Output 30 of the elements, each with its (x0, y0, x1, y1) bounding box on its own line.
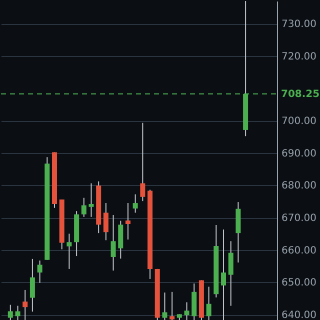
y-tick-label: 680.00 (282, 180, 316, 192)
candlestick (184, 302, 190, 320)
y-tick-label: 660.00 (282, 245, 316, 256)
y-tick-label: 690.00 (282, 148, 316, 160)
candlestick (88, 182, 94, 218)
y-tick-label: 670.00 (282, 213, 316, 224)
y-tick-label: 720.00 (282, 51, 316, 62)
candlestick (170, 291, 175, 320)
ref-line-label: 708.25 (281, 88, 320, 100)
candlestick (15, 305, 20, 320)
candlestick (81, 197, 86, 218)
y-tick-label: 650.00 (282, 278, 316, 289)
candlestick (30, 258, 35, 312)
candlestick (103, 202, 108, 241)
y-tick-label: 730.00 (282, 19, 316, 30)
candlestick (22, 289, 28, 320)
candlestick (110, 214, 116, 272)
candlestick (125, 202, 130, 240)
candlestick (162, 292, 168, 320)
candlestick (8, 304, 13, 320)
candlestick (118, 220, 124, 260)
y-tick-label: 640.00 (282, 310, 316, 320)
candlestick (66, 233, 72, 270)
candlestick (37, 260, 42, 284)
candlestick (206, 286, 212, 320)
y-tick-label: 700.00 (282, 116, 316, 128)
candlestick (140, 122, 146, 202)
candlestick (132, 194, 138, 214)
candlestick (228, 240, 234, 306)
candlestick (221, 229, 226, 320)
